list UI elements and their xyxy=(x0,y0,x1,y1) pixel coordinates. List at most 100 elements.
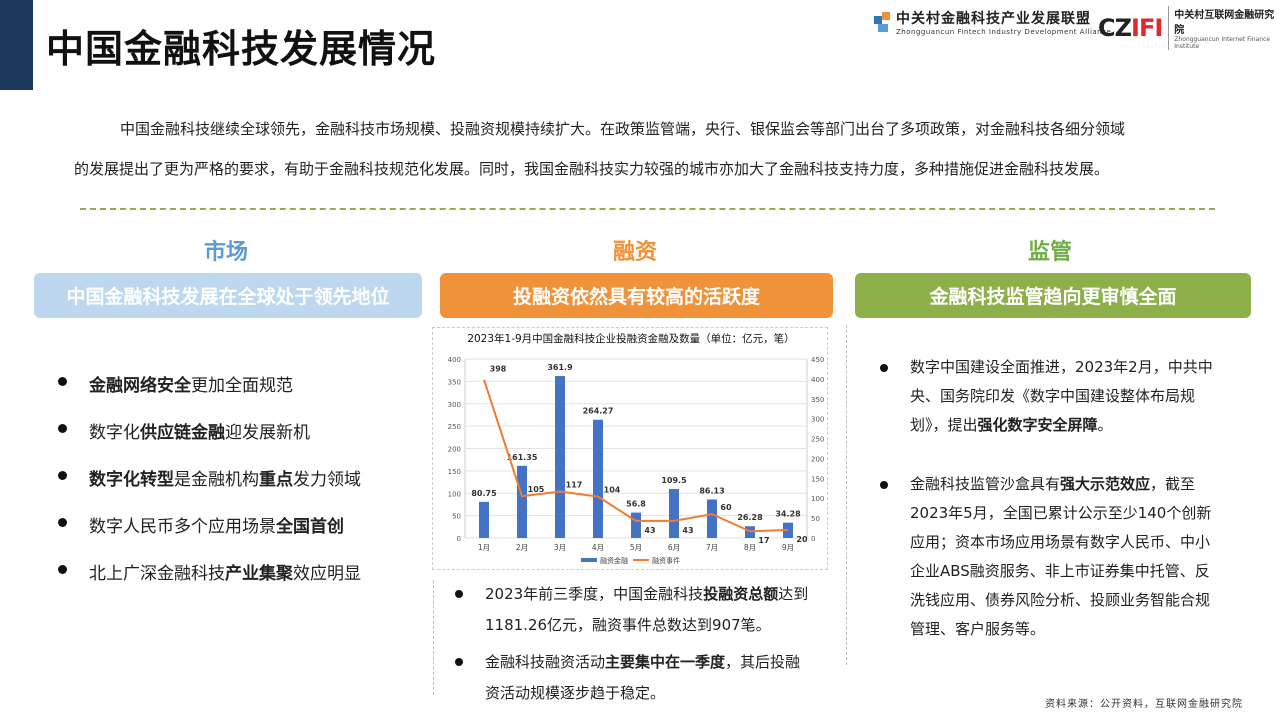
bar-label: 34.28 xyxy=(775,510,801,519)
logo1-cn: 中关村金融科技产业发展联盟 xyxy=(896,11,1091,27)
bullet-item: 数字化供应链金融迎发展新机 xyxy=(58,418,361,443)
separator xyxy=(846,325,847,665)
text: ，截至2023年5月，全国已累计公示至少140个创新应用；资本市场应用场景有数字… xyxy=(910,475,1212,638)
x-tick: 3月 xyxy=(554,543,566,552)
czifi-logo: CZIFI 中关村互联网金融研究院 Zhongguancun Internet F… xyxy=(1098,6,1280,50)
y-right-tick: 150 xyxy=(811,475,824,483)
bullet-text: 金融科技监管沙盒具有强大示范效应，截至2023年5月，全国已累计公示至少140个… xyxy=(910,470,1220,644)
y-left-tick: 100 xyxy=(448,490,461,498)
bullet-item: 金融科技监管沙盒具有强大示范效应，截至2023年5月，全国已累计公示至少140个… xyxy=(880,470,1230,644)
intro-line-1: 中国金融科技继续全球领先，金融科技市场规模、投融资规模持续扩大。在政策监管端，央… xyxy=(120,120,1126,138)
regulation-banner: 金融科技监管趋向更审慎全面 xyxy=(855,273,1251,318)
bold-text: 强大示范效应 xyxy=(1060,475,1151,493)
text: 金融科技监管沙盒具有 xyxy=(910,475,1061,493)
y-right-tick: 400 xyxy=(811,376,824,384)
line-label: 20 xyxy=(796,535,808,544)
bar-label: 109.5 xyxy=(661,476,687,485)
bullet-item: 数字人民币多个应用场景全国首创 xyxy=(58,512,361,537)
legend-bar-swatch xyxy=(581,558,597,562)
bar-label: 361.9 xyxy=(547,363,573,372)
text: 数字人民币多个应用场景 xyxy=(89,517,276,537)
text: 数字中国建设全面推进，2023年2月，中共中央、国务院印发《数字中国建设整体布局… xyxy=(910,358,1213,434)
y-right-tick: 350 xyxy=(811,396,824,404)
text: 北上广深金融科技 xyxy=(89,564,225,584)
chart-frame: 2023年1-9月中国金融科技企业投融资金融及数量（单位：亿元，笔） 0 50 100… xyxy=(432,327,828,570)
bullet-text: 金融科技融资活动主要集中在一季度，其后投融资活动规模逐步趋于稳定。 xyxy=(485,647,810,709)
bullet-item: 数字化转型是金融机构重点发力领域 xyxy=(58,465,361,490)
text: 达到1181.26亿元，融资事件总数达到907笔。 xyxy=(485,585,809,634)
line-label: 43 xyxy=(682,526,693,535)
legend-line-label: 融资事件 xyxy=(652,556,680,565)
bullet-item: 金融网络安全更加全面规范 xyxy=(58,371,361,396)
bar-label: 80.75 xyxy=(471,489,497,498)
y-right-tick: 200 xyxy=(811,455,824,463)
bar xyxy=(631,512,641,538)
bold-text: 全国首创 xyxy=(276,517,344,537)
bullet-item: 数字中国建设全面推进，2023年2月，中共中央、国务院印发《数字中国建设整体布局… xyxy=(880,353,1230,440)
y-right-tick: 300 xyxy=(811,416,824,424)
x-tick: 8月 xyxy=(744,543,756,552)
text: 2023年前三季度，中国金融科技 xyxy=(485,585,704,603)
title-accent-bar xyxy=(0,0,33,90)
page-title: 中国金融科技发展情况 xyxy=(46,27,437,71)
y-left-tick: 0 xyxy=(457,535,461,543)
y-left-tick: 250 xyxy=(448,423,461,431)
line-label: 398 xyxy=(490,365,507,374)
bar xyxy=(555,376,565,538)
x-tick: 2月 xyxy=(516,543,528,552)
bold-text: 重点 xyxy=(259,470,293,490)
text: 金融科技融资活动 xyxy=(485,653,606,671)
text: 。 xyxy=(1097,416,1113,434)
text: 是金融机构 xyxy=(174,470,259,490)
bold-text: 主要集中在一季度 xyxy=(605,653,726,671)
line-label: 104 xyxy=(604,486,621,495)
divider xyxy=(80,208,1215,210)
y-left-tick: 350 xyxy=(448,378,461,386)
y-left-tick: 300 xyxy=(448,401,461,409)
separator xyxy=(433,580,434,695)
bar-label: 161.35 xyxy=(507,453,538,462)
x-tick: 6月 xyxy=(668,543,680,552)
line-label: 43 xyxy=(644,526,655,535)
intro-line-2: 的发展提出了更为严格的要求，有助于金融科技规范化发展。同时，我国金融科技实力较强… xyxy=(74,160,1110,178)
bullet-dot xyxy=(58,471,67,480)
x-tick: 4月 xyxy=(592,543,604,552)
bullet-text: 数字化转型是金融机构重点发力领域 xyxy=(89,465,361,490)
market-banner: 中国金融科技发展在全球处于领先地位 xyxy=(34,273,422,318)
bullet-item: 2023年前三季度，中国金融科技投融资总额达到1181.26亿元，融资事件总数达… xyxy=(455,579,815,641)
bullet-dot xyxy=(455,658,463,666)
text: ，其后投融资活动规模逐步趋于稳定。 xyxy=(485,653,801,702)
bullet-dot xyxy=(880,481,888,489)
section-heading-regulation: 监管 xyxy=(1028,240,1073,265)
bar-label: 264.27 xyxy=(583,407,614,416)
bold-text: 投融资总额 xyxy=(703,585,779,603)
bar xyxy=(593,419,603,538)
y-left-tick: 150 xyxy=(448,468,461,476)
bullet-dot xyxy=(58,518,67,527)
regulation-bullets: 数字中国建设全面推进，2023年2月，中共中央、国务院印发《数字中国建设整体布局… xyxy=(880,353,1230,674)
section-heading-market: 市场 xyxy=(204,240,249,265)
x-tick: 5月 xyxy=(630,543,642,552)
text: 更加全面规范 xyxy=(191,376,293,396)
bold-text: 产业集聚 xyxy=(225,564,293,584)
bullet-text: 金融网络安全更加全面规范 xyxy=(89,371,293,396)
bullet-dot xyxy=(880,364,888,372)
y-left-tick: 50 xyxy=(452,513,461,521)
bar-label: 26.28 xyxy=(737,513,763,522)
bullet-text: 北上广深金融科技产业集聚效应明显 xyxy=(89,559,361,584)
bold-text: 金融网络安全 xyxy=(89,376,191,396)
chart-title: 2023年1-9月中国金融科技企业投融资金融及数量（单位：亿元，笔） xyxy=(467,332,794,345)
bullet-text: 数字中国建设全面推进，2023年2月，中共中央、国务院印发《数字中国建设整体布局… xyxy=(910,353,1220,440)
bullet-dot xyxy=(58,565,67,574)
logo1-en: Zhongguancun Fintech Industry Developmen… xyxy=(896,28,1112,36)
bullet-dot xyxy=(58,424,67,433)
bullet-dot xyxy=(58,377,67,386)
bold-text: 供应链金融 xyxy=(140,423,225,443)
text: 效应明显 xyxy=(293,564,361,584)
line-label: 60 xyxy=(720,503,732,512)
bar-label: 86.13 xyxy=(699,486,724,495)
y-left-tick: 200 xyxy=(448,446,461,454)
section-heading-financing: 融资 xyxy=(613,240,658,265)
bar xyxy=(669,488,679,538)
logo2-en: Zhongguancun Internet Finance Institute xyxy=(1174,36,1271,50)
